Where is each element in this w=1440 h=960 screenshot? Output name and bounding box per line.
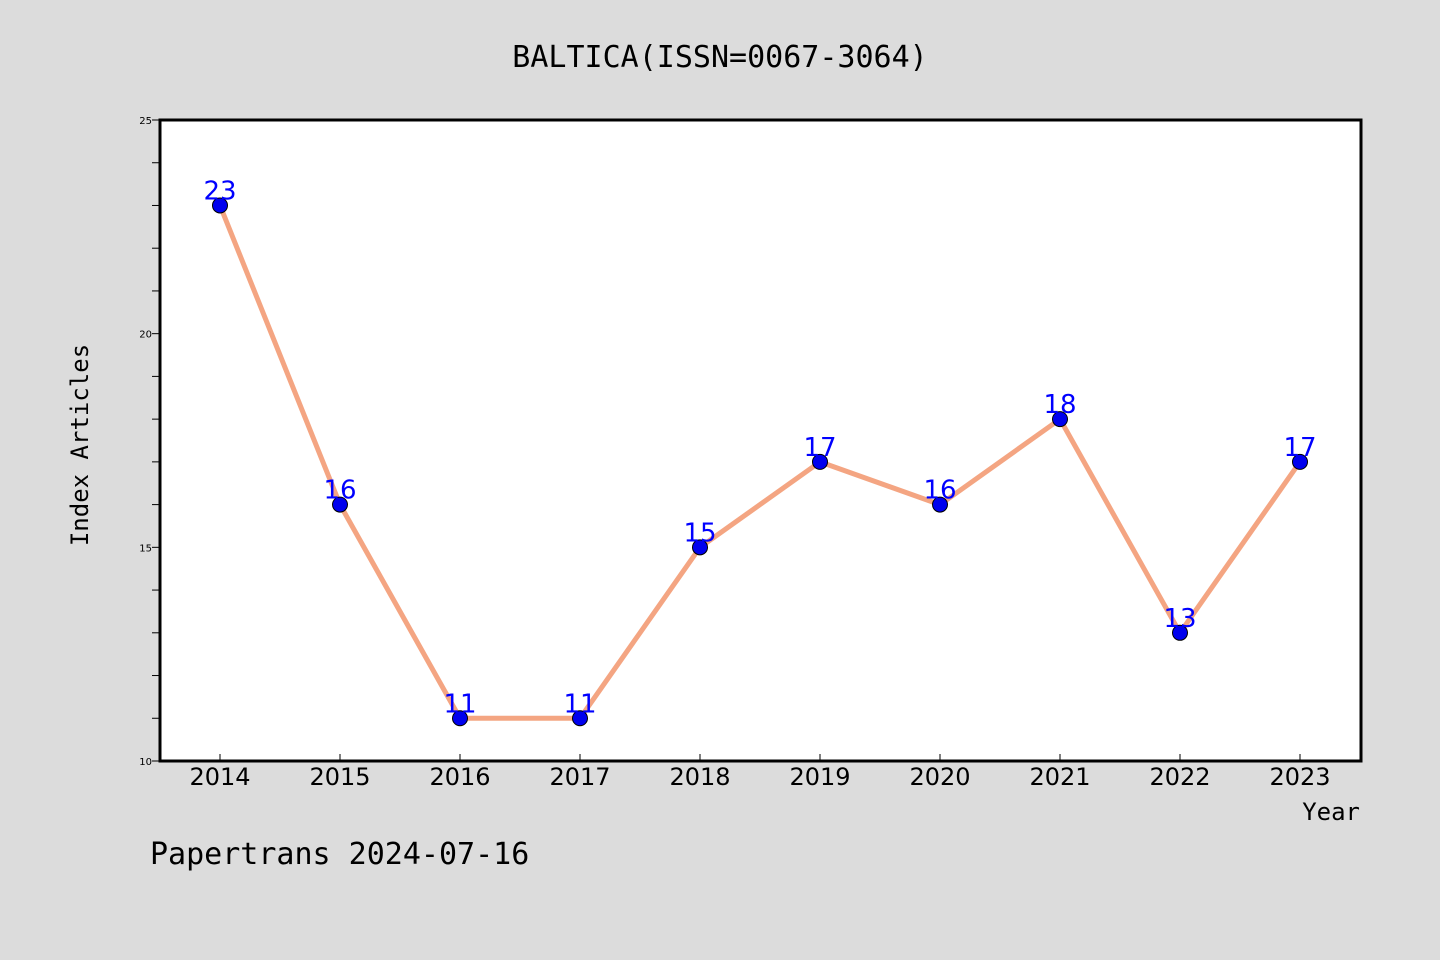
x-tick-label: 2020: [909, 763, 970, 791]
data-label: 18: [1043, 390, 1076, 420]
data-point: [812, 453, 828, 470]
data-label: 23: [203, 176, 236, 206]
x-axis-label: Year: [1302, 798, 1360, 826]
data-label: 17: [803, 433, 836, 463]
y-axis-label: Index Articles: [66, 344, 94, 546]
x-tick-label: 2015: [309, 763, 370, 791]
data-point: [1292, 453, 1308, 470]
data-label: 11: [443, 689, 476, 719]
x-tick-label: 2014: [189, 763, 250, 791]
data-point: [1172, 624, 1188, 641]
y-tick-label: 10: [139, 757, 152, 768]
data-point: [692, 539, 708, 556]
x-tick-label: 2017: [549, 763, 610, 791]
data-point: [572, 710, 588, 727]
x-tick-label: 2021: [1029, 763, 1090, 791]
plot-area: [160, 120, 1361, 761]
series-line: [217, 202, 1303, 721]
series-line-group: [217, 202, 1303, 721]
data-label: 16: [323, 476, 356, 506]
x-tick-label: 2016: [429, 763, 490, 791]
x-tick-label: 2022: [1149, 763, 1210, 791]
chart-title: BALTICA(ISSN=0067-3064): [512, 40, 927, 75]
data-point: [932, 496, 948, 513]
data-label: 17: [1283, 433, 1316, 463]
axis-ticks: 2014 2015 2016 2017 2018 2019 2020 2021 2022 2023…: [139, 116, 1330, 791]
data-label: 11: [563, 689, 596, 719]
data-point: [452, 710, 468, 727]
data-label: 13: [1163, 604, 1196, 634]
plot-frame: [158, 118, 1363, 763]
data-point: [332, 496, 348, 513]
data-label-group: 23 16 11 11 15 17 16 18 13 17: [203, 176, 1316, 719]
data-point: [212, 197, 228, 214]
y-tick-label: 25: [139, 116, 152, 127]
data-label: 16: [923, 476, 956, 506]
y-tick-label: 15: [139, 543, 152, 554]
data-point: [1052, 411, 1068, 428]
x-tick-label: 2023: [1269, 763, 1330, 791]
x-tick-label: 2018: [669, 763, 730, 791]
footer-text: Papertrans 2024-07-16: [150, 837, 529, 872]
data-label: 15: [683, 518, 716, 548]
y-tick-label: 20: [139, 330, 152, 341]
x-tick-label: 2019: [789, 763, 850, 791]
data-point-group: [212, 197, 1308, 727]
